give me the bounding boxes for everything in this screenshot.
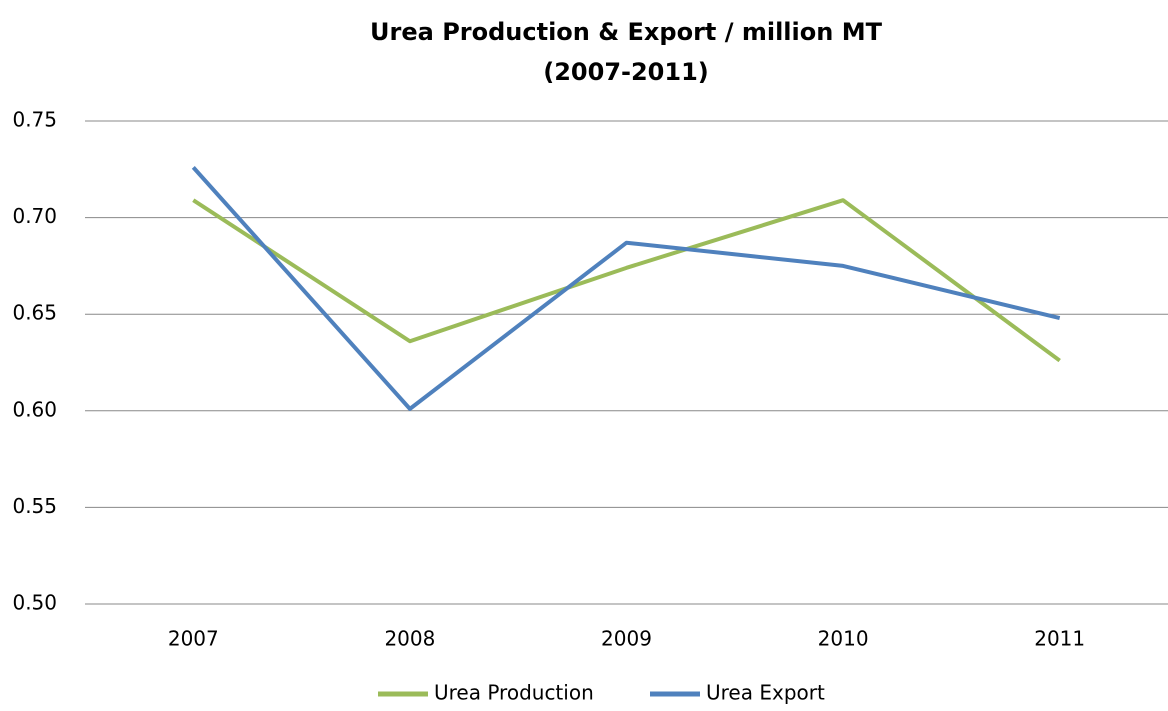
- y-tick-label: 0.60: [12, 397, 57, 421]
- y-tick-label: 0.55: [12, 494, 57, 518]
- legend-label: Urea Export: [706, 681, 825, 705]
- y-tick-label: 0.65: [12, 301, 57, 325]
- x-tick-label: 2008: [384, 627, 435, 651]
- line-series: [191, 166, 1061, 411]
- y-tick-label: 0.75: [12, 108, 57, 132]
- y-tick-label: 0.50: [12, 591, 57, 615]
- x-tick-label: 2007: [168, 627, 219, 651]
- x-tick-label: 2010: [818, 627, 869, 651]
- legend-label: Urea Production: [434, 681, 594, 705]
- chart-title: (2007-2011): [543, 58, 709, 86]
- chart-title: Urea Production & Export / million MT: [370, 18, 883, 46]
- x-tick-label: 2009: [601, 627, 652, 651]
- x-tick-label: 2011: [1034, 627, 1085, 651]
- y-tick-label: 0.70: [12, 204, 57, 228]
- line-series: [192, 198, 1061, 363]
